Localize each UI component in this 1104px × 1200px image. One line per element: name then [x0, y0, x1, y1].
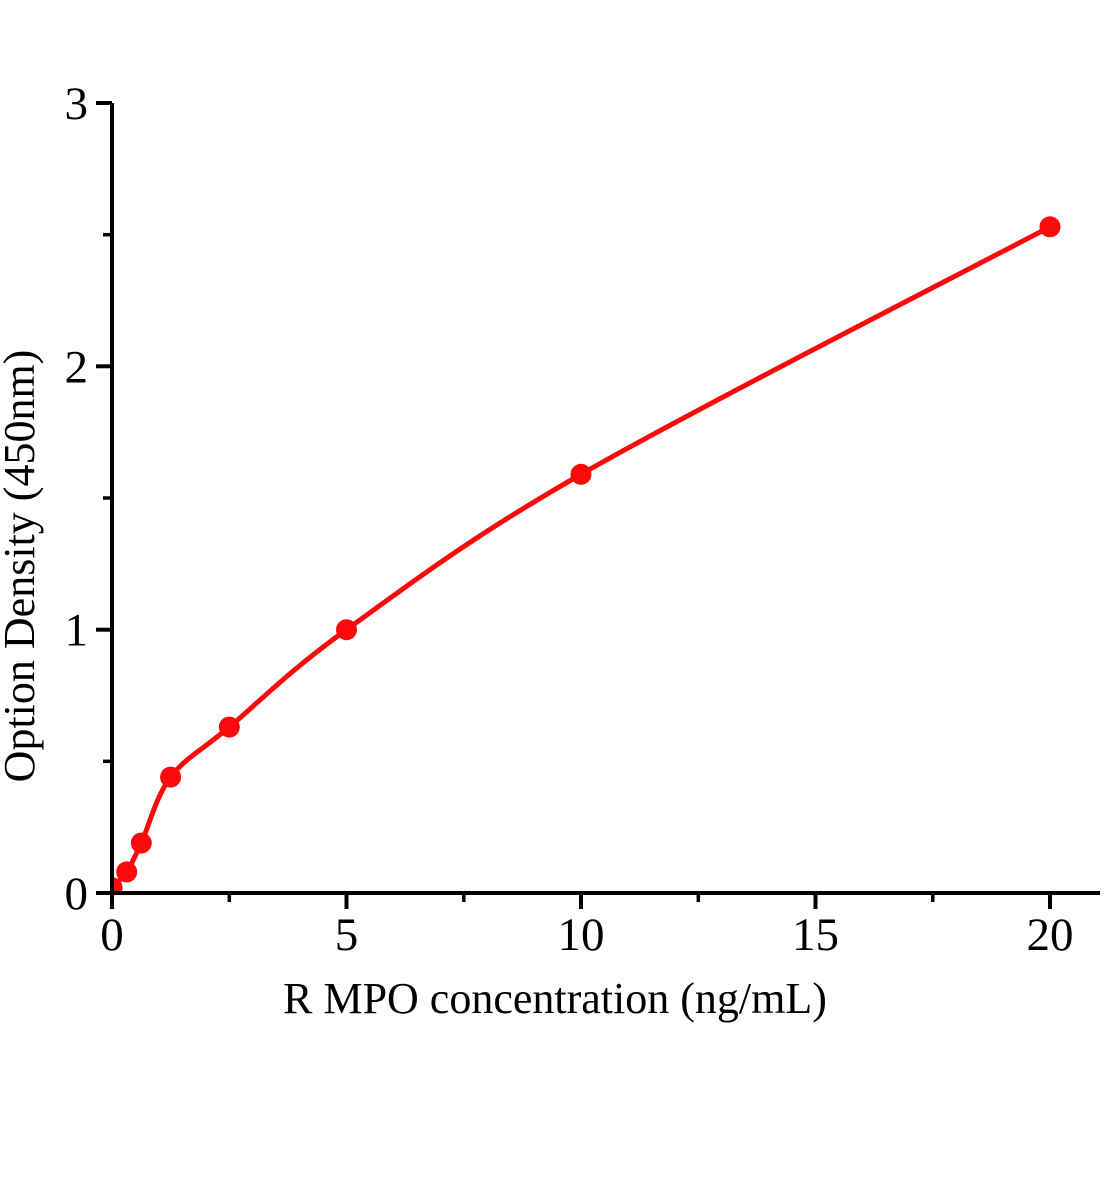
data-point-2	[130, 832, 152, 854]
data-point-5	[336, 619, 357, 641]
y-tick-label: 3	[65, 78, 89, 130]
y-tick-label: 0	[65, 868, 89, 920]
data-point-6	[570, 463, 592, 485]
data-point-0	[114, 877, 123, 891]
data-point-3	[160, 766, 182, 788]
data-point-1	[116, 861, 138, 883]
tick-labels: 0 5 10 15 20 0 1 2 3	[65, 78, 1074, 961]
x-tick-label: 15	[792, 909, 839, 961]
data-point-4	[218, 716, 240, 738]
plot-area	[114, 216, 1061, 891]
x-tick-label: 0	[100, 909, 124, 961]
standard-curve-line	[114, 224, 1053, 890]
x-axis-title: R MPO concentration (ng/mL)	[283, 974, 827, 1023]
axes	[96, 101, 1100, 909]
x-tick-label: 20	[1027, 909, 1074, 961]
x-tick-label: 10	[558, 909, 605, 961]
y-axis-title: Option Density (450nm)	[0, 350, 44, 783]
y-tick-label: 2	[65, 341, 89, 393]
x-tick-label: 5	[335, 909, 359, 961]
y-tick-label: 1	[65, 605, 89, 657]
data-point-7	[1039, 216, 1061, 238]
